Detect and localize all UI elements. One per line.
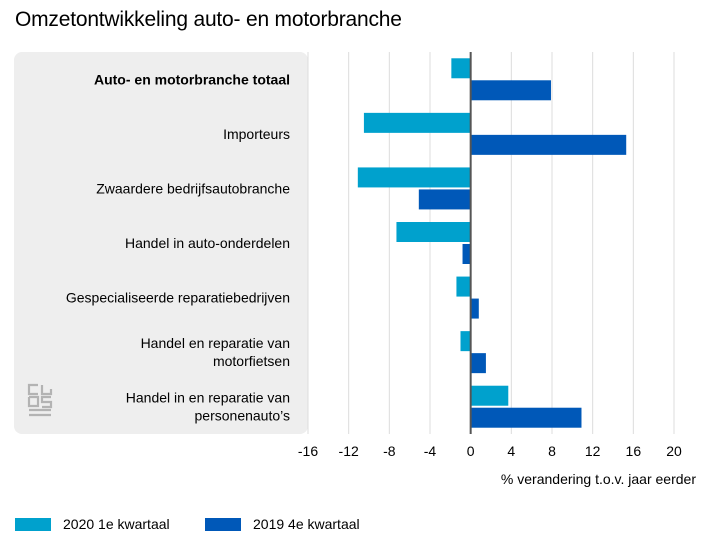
bar-series2: [418, 189, 471, 210]
x-tick-label: -12: [339, 443, 359, 459]
category-label: Handel in auto-onderdelen: [125, 235, 290, 251]
category-label-line: Zwaardere bedrijfsautobranche: [96, 180, 290, 196]
legend-item-series1: 2020 1e kwartaal: [15, 514, 170, 534]
category-label-line: Handel in auto-onderdelen: [125, 235, 290, 251]
x-tick-label: 0: [467, 443, 475, 459]
legend-swatch-series2: [205, 517, 241, 531]
category-label-line: Handel en reparatie van: [141, 335, 290, 351]
bar-series1: [470, 385, 509, 406]
x-tick-label: -8: [383, 443, 396, 459]
cbs-logo-icon: [27, 383, 53, 417]
bar-series2: [470, 80, 551, 101]
bar-series2: [470, 407, 582, 428]
category-label-line: motorfietsen: [213, 353, 290, 369]
x-tick-label: -4: [424, 443, 437, 459]
x-tick-label: 12: [585, 443, 601, 459]
category-label-line: personenauto’s: [195, 408, 290, 424]
category-label: Zwaardere bedrijfsautobranche: [96, 180, 290, 196]
category-label: Handel in en reparatie van personenauto’s: [126, 390, 290, 424]
category-label: Handel en reparatie van motorfietsen: [141, 335, 290, 369]
legend-label-series2: 2019 4e kwartaal: [253, 516, 360, 532]
chart-title: Omzetontwikkeling auto- en motorbranche: [15, 8, 402, 31]
bar-series1: [363, 112, 471, 133]
category-label-line: Auto- en motorbranche totaal: [94, 71, 290, 87]
x-tick-label: 16: [626, 443, 642, 459]
bar-series1: [357, 167, 471, 188]
bar-series1: [456, 276, 471, 297]
bar-series2: [470, 353, 486, 374]
category-label-line: Handel in en reparatie van: [126, 390, 290, 406]
category-label-panel: [14, 52, 308, 434]
bar-series2: [470, 298, 479, 319]
category-label-line: Importeurs: [223, 126, 290, 142]
x-tick-label: 4: [507, 443, 515, 459]
bar-series2: [470, 134, 627, 155]
bar-series2: [462, 244, 471, 264]
legend-label-series1: 2020 1e kwartaal: [63, 516, 170, 532]
category-label: Importeurs: [223, 126, 290, 142]
bar-series1: [460, 331, 471, 352]
category-label: Auto- en motorbranche totaal: [94, 71, 290, 87]
x-tick-label: 8: [548, 443, 556, 459]
legend-swatch-series1: [15, 517, 51, 531]
x-tick-label: -16: [298, 443, 318, 459]
bar-series1: [396, 222, 471, 242]
x-axis-label: % verandering t.o.v. jaar eerder: [501, 471, 696, 487]
category-label: Gespecialiseerde reparatiebedrijven: [66, 290, 290, 306]
x-tick-label: 20: [666, 443, 682, 459]
bar-series1: [451, 58, 471, 79]
category-label-line: Gespecialiseerde reparatiebedrijven: [66, 290, 290, 306]
legend-item-series2: 2019 4e kwartaal: [205, 514, 360, 534]
